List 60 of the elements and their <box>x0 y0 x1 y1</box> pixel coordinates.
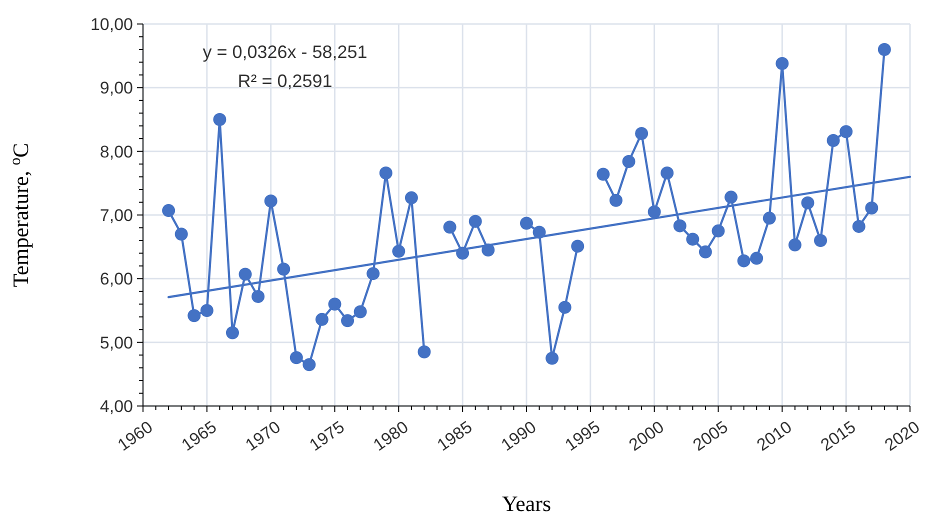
point <box>379 166 392 180</box>
point <box>750 252 764 265</box>
point <box>571 240 584 253</box>
y-tick-label: 8,00 <box>100 142 133 162</box>
point <box>315 312 328 326</box>
point <box>596 168 610 181</box>
point <box>354 305 367 318</box>
y-tick-label: 10,00 <box>90 14 133 34</box>
point <box>814 234 828 247</box>
annotation: R² = 0,2591 <box>238 71 332 91</box>
point <box>673 219 686 232</box>
point <box>546 352 559 365</box>
point <box>404 191 418 204</box>
y-tick-label: 7,00 <box>100 206 133 225</box>
point <box>213 113 226 126</box>
point <box>392 244 406 258</box>
point <box>788 238 802 252</box>
point <box>635 127 648 140</box>
point <box>826 134 840 148</box>
point <box>264 194 278 208</box>
point <box>762 212 776 225</box>
point <box>468 214 482 228</box>
x-axis-title: Years <box>502 491 552 515</box>
point <box>520 216 533 230</box>
point <box>878 42 891 56</box>
point <box>840 125 853 138</box>
point <box>660 166 674 180</box>
point <box>200 304 214 317</box>
point <box>865 201 878 214</box>
point <box>698 245 712 258</box>
annotation: y = 0,0326x - 58,251 <box>202 42 368 62</box>
point <box>558 300 572 314</box>
y-tick-label: 6,00 <box>100 270 133 289</box>
y-tick-label: 5,00 <box>100 333 133 352</box>
point <box>443 220 456 234</box>
point <box>328 298 342 311</box>
point <box>712 224 725 238</box>
point <box>724 190 738 204</box>
y-tick-label: 4,00 <box>100 396 133 416</box>
point <box>238 268 252 281</box>
point <box>290 351 303 364</box>
point <box>737 254 750 268</box>
point <box>174 228 188 241</box>
point <box>162 204 176 218</box>
point <box>277 262 290 276</box>
point <box>622 155 636 168</box>
point <box>609 194 622 207</box>
point <box>188 309 201 322</box>
point <box>252 290 265 303</box>
point <box>418 345 431 358</box>
point <box>302 358 316 372</box>
point <box>366 267 380 280</box>
point <box>341 314 354 328</box>
point <box>226 326 239 340</box>
point <box>852 220 866 233</box>
point <box>776 56 789 70</box>
point <box>648 205 661 218</box>
y-tick-label: 9,00 <box>100 78 133 98</box>
point <box>801 196 814 210</box>
point <box>686 232 700 246</box>
